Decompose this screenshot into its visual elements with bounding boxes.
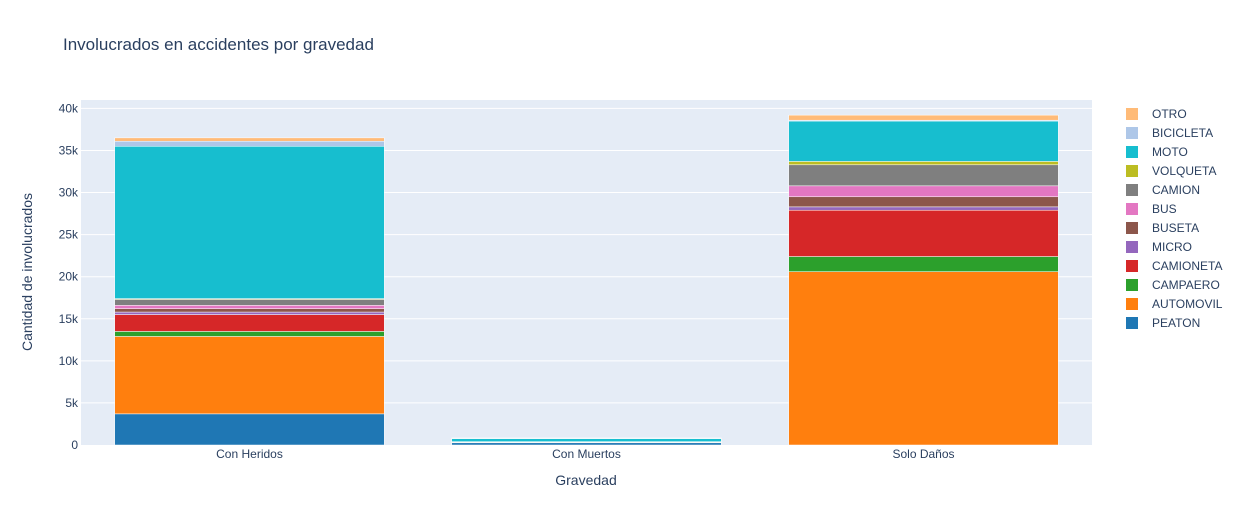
- legend[interactable]: OTRO BICICLETA MOTO VOLQUETA CAMION BUS BUSETA…: [1126, 107, 1223, 330]
- bar-segment-camion[interactable]: [114, 299, 385, 306]
- y-axis-ticks: 0 5k 10k 15k 20k 25k 30k 35k 40k: [59, 101, 79, 452]
- y-tick-label: 40k: [59, 101, 79, 115]
- bar-segment-bus[interactable]: [788, 185, 1059, 198]
- legend-swatch: [1126, 165, 1138, 177]
- legend-swatch: [1126, 317, 1138, 329]
- bar-segment-volqueta[interactable]: [788, 161, 1059, 166]
- legend-label: AUTOMOVIL: [1152, 297, 1223, 311]
- legend-item-buseta[interactable]: BUSETA: [1126, 221, 1199, 235]
- legend-item-bicicleta[interactable]: BICICLETA: [1126, 126, 1213, 140]
- legend-item-micro[interactable]: MICRO: [1126, 240, 1192, 254]
- y-tick-label: 5k: [65, 396, 79, 410]
- bar-segment-buseta[interactable]: [114, 308, 385, 313]
- y-tick-label: 25k: [59, 228, 79, 242]
- legend-item-peaton[interactable]: PEATON: [1126, 316, 1200, 330]
- bar-segment-peaton[interactable]: [114, 413, 385, 446]
- legend-item-camion[interactable]: CAMION: [1126, 183, 1200, 197]
- legend-label: MOTO: [1152, 145, 1188, 159]
- bar-segment-bicicleta[interactable]: [114, 140, 385, 147]
- legend-label: BICICLETA: [1152, 126, 1213, 140]
- bar-segment-moto[interactable]: [114, 146, 385, 299]
- y-tick-label: 10k: [59, 354, 79, 368]
- legend-item-campaero[interactable]: CAMPAERO: [1126, 278, 1220, 292]
- bar-segment-automovil[interactable]: [114, 336, 385, 415]
- legend-label: VOLQUETA: [1152, 164, 1216, 178]
- legend-label: PEATON: [1152, 316, 1200, 330]
- legend-item-automovil[interactable]: AUTOMOVIL: [1126, 297, 1223, 311]
- y-axis-title: Cantidad de involucrados: [19, 193, 35, 351]
- bar-segment-bus[interactable]: [114, 305, 385, 309]
- legend-label: BUS: [1152, 202, 1177, 216]
- legend-swatch: [1126, 203, 1138, 215]
- legend-item-camioneta[interactable]: CAMIONETA: [1126, 259, 1222, 273]
- bar-segment-otro[interactable]: [114, 137, 385, 142]
- legend-label: OTRO: [1152, 107, 1187, 121]
- y-tick-label: 30k: [59, 186, 79, 200]
- legend-swatch: [1126, 184, 1138, 196]
- legend-item-bus[interactable]: BUS: [1126, 202, 1177, 216]
- x-tick-label: Con Muertos: [552, 447, 621, 461]
- legend-swatch: [1126, 260, 1138, 272]
- bar-segment-micro[interactable]: [788, 206, 1059, 211]
- legend-swatch: [1126, 241, 1138, 253]
- x-axis-ticks: Con Heridos Con Muertos Solo Daños: [216, 447, 954, 461]
- legend-swatch: [1126, 146, 1138, 158]
- legend-item-otro[interactable]: OTRO: [1126, 107, 1187, 121]
- legend-label: CAMIONETA: [1152, 259, 1222, 273]
- bar-segment-camioneta[interactable]: [114, 314, 385, 332]
- x-axis-title: Gravedad: [555, 472, 616, 488]
- bar-segment-camioneta[interactable]: [788, 209, 1059, 257]
- bar-segment-otro[interactable]: [788, 114, 1059, 121]
- bar-segment-otro[interactable]: [451, 437, 722, 439]
- y-tick-label: 35k: [59, 143, 79, 157]
- legend-swatch: [1126, 298, 1138, 310]
- y-tick-label: 20k: [59, 270, 79, 284]
- bar-segment-automovil[interactable]: [788, 271, 1059, 446]
- bar-segment-campaero[interactable]: [788, 256, 1059, 272]
- bar-segment-buseta[interactable]: [788, 196, 1059, 208]
- y-tick-label: 0: [71, 438, 78, 452]
- bars: [114, 114, 1059, 446]
- legend-label: CAMPAERO: [1152, 278, 1220, 292]
- x-tick-label: Con Heridos: [216, 447, 283, 461]
- bar-segment-moto[interactable]: [788, 120, 1059, 162]
- legend-item-volqueta[interactable]: VOLQUETA: [1126, 164, 1216, 178]
- y-tick-label: 15k: [59, 312, 79, 326]
- legend-label: CAMION: [1152, 183, 1200, 197]
- legend-label: BUSETA: [1152, 221, 1199, 235]
- legend-swatch: [1126, 108, 1138, 120]
- legend-swatch: [1126, 222, 1138, 234]
- legend-swatch: [1126, 279, 1138, 291]
- legend-label: MICRO: [1152, 240, 1192, 254]
- x-tick-label: Solo Daños: [892, 447, 954, 461]
- bar-segment-camion[interactable]: [788, 164, 1059, 187]
- legend-item-moto[interactable]: MOTO: [1126, 145, 1188, 159]
- bar-segment-campaero[interactable]: [114, 331, 385, 337]
- legend-swatch: [1126, 127, 1138, 139]
- bar-segment-micro[interactable]: [114, 311, 385, 315]
- chart-title: Involucrados en accidentes por gravedad: [63, 35, 374, 54]
